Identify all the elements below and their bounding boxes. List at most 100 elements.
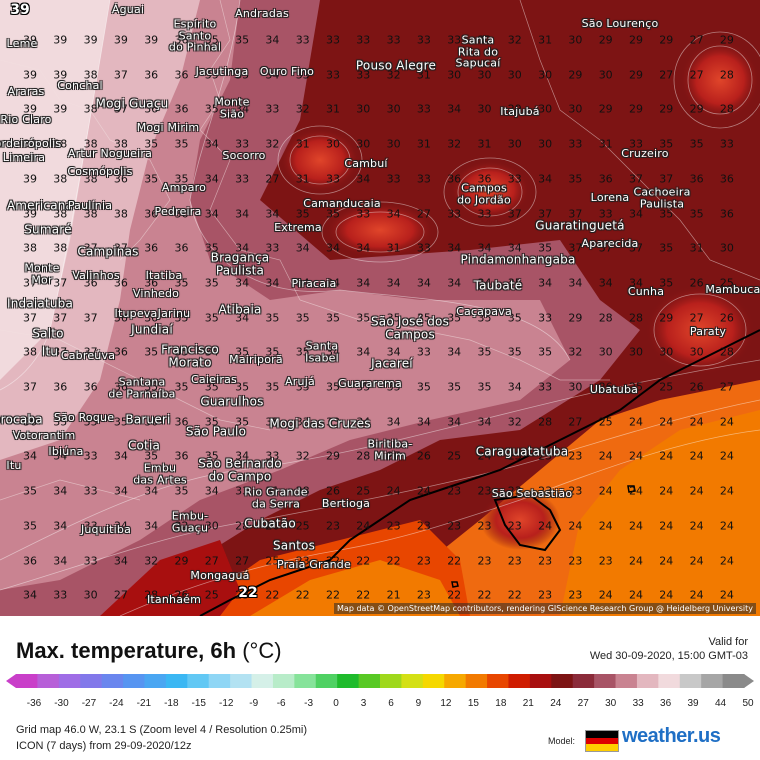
grid-value: 24 <box>719 449 734 463</box>
grid-value: 32 <box>265 137 280 151</box>
grid-value: 38 <box>53 241 68 255</box>
grid-value: 33 <box>295 415 310 429</box>
grid-value: 34 <box>204 172 219 186</box>
grid-value: 37 <box>659 172 674 186</box>
grid-value: 39 <box>23 207 37 220</box>
grid-value: 30 <box>507 68 522 82</box>
grid-value: 30 <box>386 137 401 151</box>
grid-value: 34 <box>477 415 492 429</box>
grid-value: 30 <box>689 345 704 359</box>
scale-label: 9 <box>415 698 422 709</box>
grid-value: 24 <box>689 415 704 429</box>
scale-swatch <box>358 674 381 688</box>
grid-value: 30 <box>598 345 613 359</box>
city-label: Campinas <box>77 244 139 259</box>
grid-value: 35 <box>83 415 98 429</box>
city-label: Embu das Artes <box>133 461 187 486</box>
grid-value: 24 <box>629 484 643 498</box>
grid-value: 33 <box>629 137 643 151</box>
grid-value: 38 <box>83 102 98 116</box>
city-label: Pindamonhangaba <box>460 252 576 267</box>
grid-value: 36 <box>174 241 189 255</box>
grid-value: 34 <box>447 415 462 429</box>
grid-value: 39 <box>53 102 68 116</box>
grid-value: 28 <box>719 68 734 82</box>
city-label: Conchal <box>57 79 103 93</box>
city-label: Cordeirópolis <box>0 137 62 151</box>
city-label: São Paulo <box>185 424 247 439</box>
grid-value: 38 <box>83 137 98 151</box>
model-info: ICON (7 days) from 29-09-2020/12z <box>16 740 192 752</box>
grid-value: 34 <box>568 276 583 290</box>
grid-value: 35 <box>53 415 68 429</box>
grid-value: 29 <box>629 102 643 116</box>
city-label: Guararema <box>338 377 402 391</box>
grid-value: 39 <box>23 172 37 186</box>
grid-value: 35 <box>174 380 189 394</box>
grid-value: 34 <box>53 519 68 533</box>
grid-value: 37 <box>53 345 68 359</box>
grid-value: 22 <box>326 588 340 602</box>
grid-value: 37 <box>113 102 128 116</box>
grid-value: 35 <box>204 311 219 325</box>
scale-label: -21 <box>136 698 152 709</box>
city-label: Aparecida <box>581 237 639 251</box>
grid-value: 35 <box>659 207 674 220</box>
grid-value: 34 <box>538 276 553 290</box>
grid-value: 29 <box>174 554 189 567</box>
grid-value: 39 <box>83 33 98 47</box>
grid-value: 33 <box>416 33 431 47</box>
grid-value: 34 <box>629 276 643 290</box>
grid-value: 27 <box>265 172 280 186</box>
grid-value: 33 <box>83 519 98 533</box>
scale-swatch <box>123 674 145 688</box>
grid-value: 24 <box>719 588 734 602</box>
grid-value: 36 <box>174 207 189 220</box>
scale-swatch <box>58 674 81 688</box>
grid-value: 35 <box>23 484 37 498</box>
grid-value: 34 <box>204 207 219 220</box>
grid-value: 23 <box>477 484 492 498</box>
grid-value: 32 <box>386 68 401 82</box>
grid-value: 34 <box>113 554 128 567</box>
grid-value: 35 <box>295 311 310 325</box>
grid-value: 37 <box>83 345 98 359</box>
grid-value: 23 <box>477 519 492 533</box>
marker-value: 22 <box>238 585 258 601</box>
grid-value: 30 <box>326 137 340 151</box>
brand-logo[interactable]: weather.us <box>622 725 721 747</box>
grid-value: 33 <box>416 102 431 116</box>
grid-value: 32 <box>507 415 522 429</box>
grid-value: 29 <box>507 102 522 116</box>
grid-value: 35 <box>326 380 340 394</box>
grid-value: 33 <box>235 172 250 186</box>
grid-value: 33 <box>416 172 431 186</box>
legend-title-text: Max. temperature, 6h <box>16 638 237 663</box>
grid-value: 30 <box>507 137 522 151</box>
grid-value: 31 <box>386 241 401 255</box>
grid-value: 38 <box>53 172 68 186</box>
grid-value: 37 <box>568 241 583 255</box>
grid-value: 29 <box>598 33 613 47</box>
grid-value: 34 <box>235 276 250 290</box>
scale-swatch <box>165 674 188 688</box>
temperature-map[interactable]: 39 39 39 39 39 36 35 35 34 33 33 33 33 33 33 32 32 31 30 29… <box>0 0 760 616</box>
scale-swatch <box>529 674 552 688</box>
grid-value: 30 <box>568 102 583 116</box>
grid-value: 36 <box>719 207 734 220</box>
scale-swatch <box>508 674 531 688</box>
city-label: Guaratinguetá <box>535 218 625 233</box>
grid-value: 35 <box>235 345 250 359</box>
grid-value: 30 <box>629 345 643 359</box>
grid-value: 29 <box>719 33 734 47</box>
grid-value: 29 <box>659 33 674 47</box>
city-label: Santa Isabel <box>305 339 339 364</box>
city-label: São Bernardo do Campo <box>198 456 282 483</box>
color-scale-bar <box>6 674 754 688</box>
city-label: Leme <box>6 37 38 51</box>
scale-swatch <box>251 674 274 688</box>
scale-label: 36 <box>660 698 672 709</box>
grid-value: 24 <box>598 449 613 463</box>
grid-value: 33 <box>356 33 371 47</box>
grid-value: 23 <box>507 519 522 533</box>
